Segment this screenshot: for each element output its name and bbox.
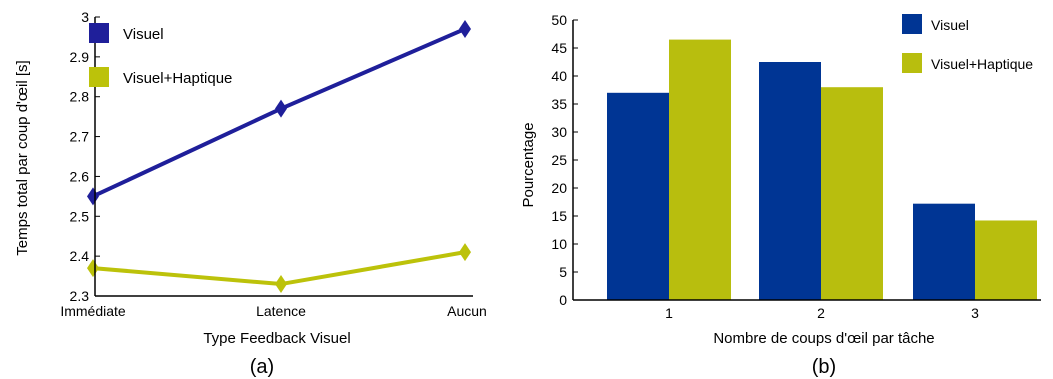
- x-tick-label: Latence: [256, 303, 306, 319]
- legend-label: Visuel: [123, 26, 164, 43]
- y-tick-label: 45: [551, 40, 567, 56]
- panel-label-b: (b): [812, 356, 836, 378]
- y-tick-label: 40: [551, 68, 567, 84]
- x-axis-title: Type Feedback Visuel: [203, 330, 350, 347]
- y-tick-label: 2.4: [70, 248, 90, 264]
- data-point-marker: [459, 19, 471, 38]
- y-tick-label: 50: [551, 12, 567, 28]
- y-tick-labels: 2.3 2.4 2.5 2.6 2.7 2.8 2.9 3: [70, 9, 100, 304]
- y-tick-label: 2.7: [70, 129, 90, 145]
- legend-label: Visuel: [931, 17, 969, 33]
- y-tick-label: 3: [81, 9, 89, 25]
- x-axis-title: Nombre de coups d'œil par tâche: [713, 330, 934, 347]
- y-tick-label: 20: [551, 180, 567, 196]
- y-tick-label: 30: [551, 124, 567, 140]
- bar: [607, 92, 669, 300]
- legend-swatch: [902, 53, 922, 73]
- y-tick-label: 2.5: [70, 208, 90, 224]
- bar-chart-panel: 0 5 10 15 20 25 30 35 40 45 50 1 2 3 Visuel Visuel+Ha…: [520, 12, 1041, 378]
- legend-swatch: [902, 14, 922, 34]
- y-tick-label: 15: [551, 208, 567, 224]
- legend: Visuel Visuel+Haptique: [902, 14, 1033, 73]
- panel-label-a: (a): [250, 356, 274, 378]
- bar: [759, 62, 821, 300]
- legend-swatch: [89, 67, 109, 87]
- line-chart-panel: 2.3 2.4 2.5 2.6 2.7 2.8 2.9 3 Immédiate Latence A…: [14, 9, 487, 378]
- legend-swatch: [89, 23, 109, 43]
- x-tick-label: 1: [665, 305, 673, 321]
- legend-label: Visuel+Haptique: [931, 56, 1033, 72]
- data-point-marker: [275, 99, 287, 118]
- x-tick-labels: Immédiate Latence Aucun: [60, 303, 487, 319]
- data-point-marker: [87, 187, 99, 206]
- bar: [821, 87, 883, 300]
- y-tick-label: 0: [559, 292, 567, 308]
- y-tick-label: 25: [551, 152, 567, 168]
- y-tick-label: 2.8: [70, 89, 90, 105]
- x-tick-label: Immédiate: [60, 303, 126, 319]
- x-tick-label: 3: [971, 305, 979, 321]
- data-point-marker: [87, 259, 99, 278]
- bars-group: [607, 39, 1037, 300]
- data-point-marker: [459, 243, 471, 262]
- y-tick-label: 2.3: [70, 288, 90, 304]
- bar: [669, 39, 731, 300]
- y-tick-label: 2.9: [70, 49, 90, 65]
- legend-label: Visuel+Haptique: [123, 70, 232, 87]
- y-tick-label: 35: [551, 96, 567, 112]
- x-tick-label: Aucun: [447, 303, 487, 319]
- bar: [975, 220, 1037, 300]
- y-tick-labels: 0 5 10 15 20 25 30 35 40 45 50: [551, 12, 578, 308]
- y-tick-label: 10: [551, 236, 567, 252]
- x-tick-label: 2: [817, 305, 825, 321]
- y-axis-title: Temps total par coup d'œil [s]: [14, 60, 31, 255]
- y-tick-label: 5: [559, 264, 567, 280]
- bar: [913, 203, 975, 300]
- legend: Visuel Visuel+Haptique: [89, 23, 232, 87]
- series-group: [87, 19, 471, 294]
- y-tick-label: 2.6: [70, 168, 90, 184]
- y-axis-title: Pourcentage: [520, 122, 537, 207]
- data-point-marker: [275, 275, 287, 294]
